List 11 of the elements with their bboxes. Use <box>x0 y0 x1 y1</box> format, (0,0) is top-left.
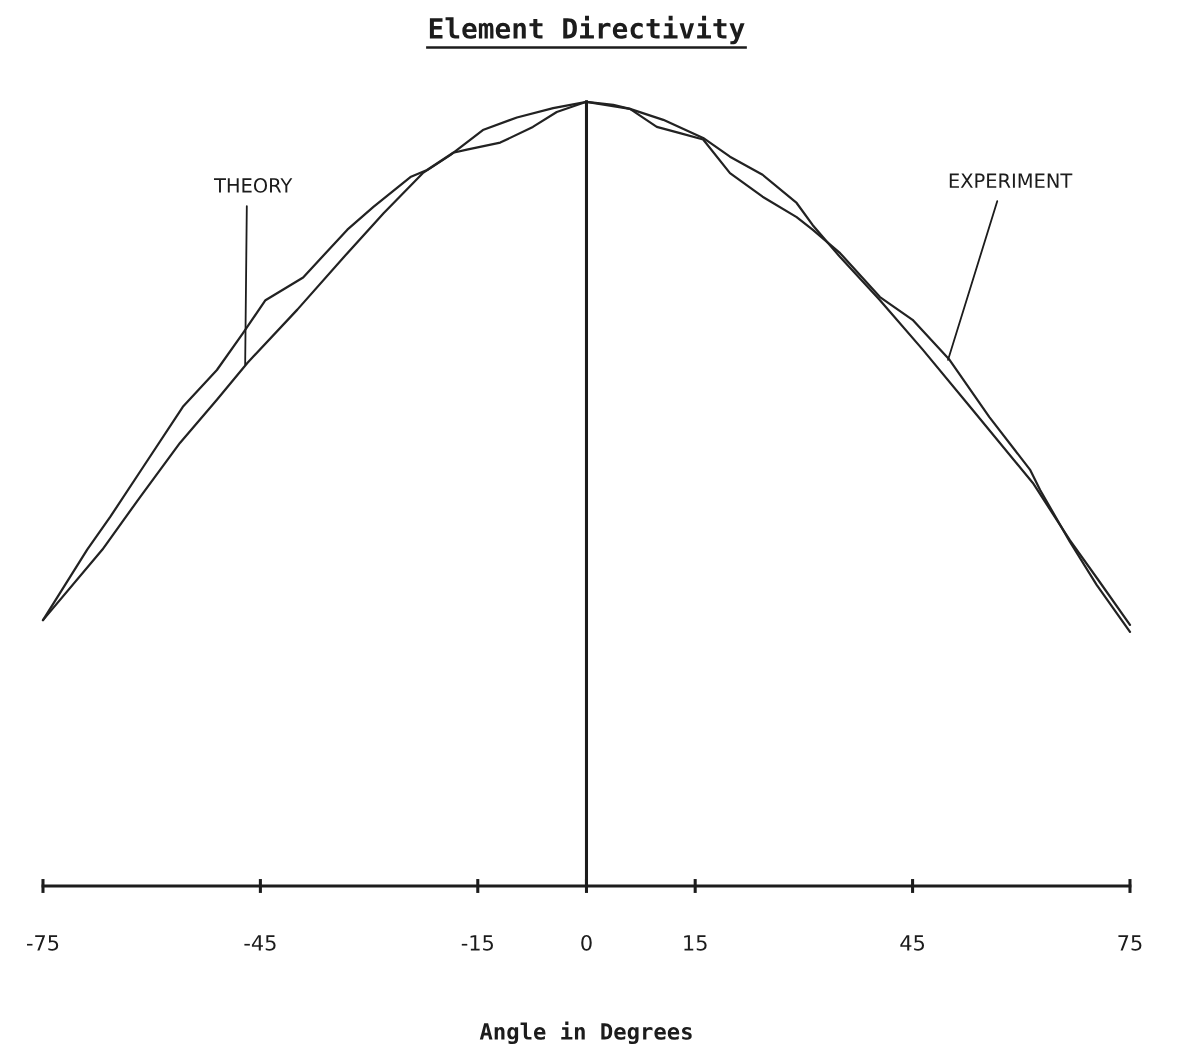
annotation: EXPERIMENT <box>949 173 1073 188</box>
x-tick-label: 0 <box>581 934 592 951</box>
chart-title: Element Directivity <box>429 15 745 45</box>
x-tick-label: 45 <box>900 935 925 951</box>
annotation: THEORY <box>213 178 293 193</box>
x-axis-title: Angle in Degrees <box>479 1021 692 1045</box>
x-tick-label: 75 <box>1118 935 1142 951</box>
x-tick-label: -15 <box>461 935 493 951</box>
x-tick-label: -75 <box>26 935 59 951</box>
x-tick-label: 15 <box>684 935 707 951</box>
x-tick-label: -45 <box>244 935 276 951</box>
